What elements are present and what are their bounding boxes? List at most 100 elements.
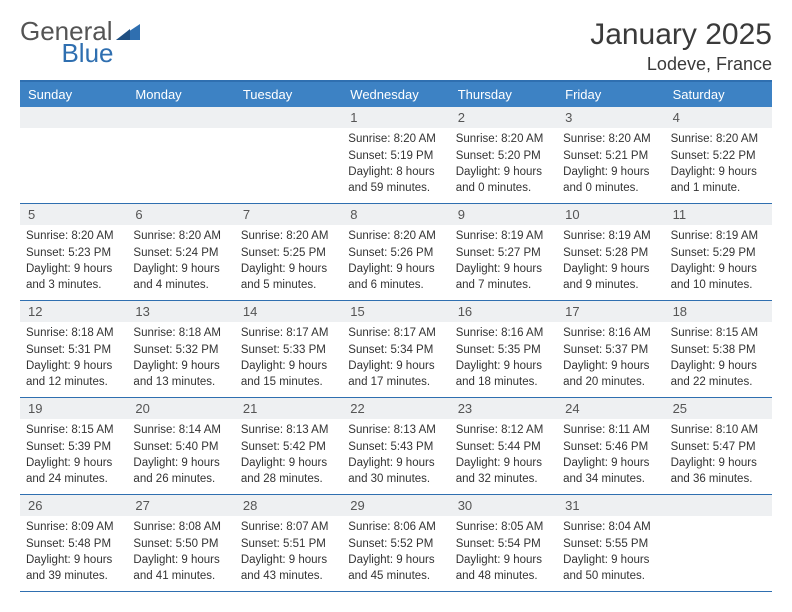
- sunset-line: Sunset: 5:54 PM: [456, 537, 551, 553]
- day-number: 1: [342, 107, 449, 128]
- day-cell: 16Sunrise: 8:16 AMSunset: 5:35 PMDayligh…: [450, 301, 557, 397]
- day-number-empty: [20, 107, 127, 128]
- week-row: 1Sunrise: 8:20 AMSunset: 5:19 PMDaylight…: [20, 107, 772, 204]
- daylight-line: Daylight: 9 hours and 12 minutes.: [26, 359, 121, 390]
- sunrise-line: Sunrise: 8:20 AM: [26, 229, 121, 245]
- sunset-line: Sunset: 5:28 PM: [563, 246, 658, 262]
- sunrise-line: Sunrise: 8:06 AM: [348, 520, 443, 536]
- daylight-line: Daylight: 9 hours and 34 minutes.: [563, 456, 658, 487]
- day-header: Wednesday: [342, 82, 449, 107]
- day-cell: 31Sunrise: 8:04 AMSunset: 5:55 PMDayligh…: [557, 495, 664, 591]
- day-data: Sunrise: 8:20 AMSunset: 5:23 PMDaylight:…: [26, 229, 121, 293]
- sunrise-line: Sunrise: 8:18 AM: [26, 326, 121, 342]
- day-header: Thursday: [450, 82, 557, 107]
- day-cell: 15Sunrise: 8:17 AMSunset: 5:34 PMDayligh…: [342, 301, 449, 397]
- week-row: 5Sunrise: 8:20 AMSunset: 5:23 PMDaylight…: [20, 204, 772, 301]
- daylight-line: Daylight: 9 hours and 30 minutes.: [348, 456, 443, 487]
- daylight-line: Daylight: 9 hours and 39 minutes.: [26, 553, 121, 584]
- sunrise-line: Sunrise: 8:20 AM: [456, 132, 551, 148]
- day-number: 21: [235, 398, 342, 419]
- sunset-line: Sunset: 5:37 PM: [563, 343, 658, 359]
- daylight-line: Daylight: 9 hours and 1 minute.: [671, 165, 766, 196]
- day-data: Sunrise: 8:20 AMSunset: 5:26 PMDaylight:…: [348, 229, 443, 293]
- day-data: Sunrise: 8:17 AMSunset: 5:34 PMDaylight:…: [348, 326, 443, 390]
- day-number: 24: [557, 398, 664, 419]
- day-cell: 6 Sunrise: 8:20 AMSunset: 5:24 PMDaylight…: [127, 204, 234, 300]
- daylight-line: Daylight: 9 hours and 7 minutes.: [456, 262, 551, 293]
- sunrise-line: Sunrise: 8:19 AM: [671, 229, 766, 245]
- day-data: Sunrise: 8:17 AMSunset: 5:33 PMDaylight:…: [241, 326, 336, 390]
- day-data: Sunrise: 8:16 AMSunset: 5:37 PMDaylight:…: [563, 326, 658, 390]
- daylight-line: Daylight: 9 hours and 5 minutes.: [241, 262, 336, 293]
- day-cell: 18Sunrise: 8:15 AMSunset: 5:38 PMDayligh…: [665, 301, 772, 397]
- week-row: 12Sunrise: 8:18 AMSunset: 5:31 PMDayligh…: [20, 301, 772, 398]
- sunrise-line: Sunrise: 8:20 AM: [133, 229, 228, 245]
- day-data: Sunrise: 8:20 AMSunset: 5:24 PMDaylight:…: [133, 229, 228, 293]
- sunrise-line: Sunrise: 8:08 AM: [133, 520, 228, 536]
- day-data: Sunrise: 8:20 AMSunset: 5:25 PMDaylight:…: [241, 229, 336, 293]
- sunrise-line: Sunrise: 8:05 AM: [456, 520, 551, 536]
- day-cell: 29Sunrise: 8:06 AMSunset: 5:52 PMDayligh…: [342, 495, 449, 591]
- day-number: 31: [557, 495, 664, 516]
- day-header: Monday: [127, 82, 234, 107]
- day-cell: 9Sunrise: 8:19 AMSunset: 5:27 PMDaylight…: [450, 204, 557, 300]
- day-cell: 21Sunrise: 8:13 AMSunset: 5:42 PMDayligh…: [235, 398, 342, 494]
- daylight-line: Daylight: 8 hours and 59 minutes.: [348, 165, 443, 196]
- day-cell: [127, 107, 234, 203]
- sunrise-line: Sunrise: 8:11 AM: [563, 423, 658, 439]
- daylight-line: Daylight: 9 hours and 36 minutes.: [671, 456, 766, 487]
- daylight-line: Daylight: 9 hours and 20 minutes.: [563, 359, 658, 390]
- sunset-line: Sunset: 5:38 PM: [671, 343, 766, 359]
- day-cell: 4Sunrise: 8:20 AMSunset: 5:22 PMDaylight…: [665, 107, 772, 203]
- sunset-line: Sunset: 5:47 PM: [671, 440, 766, 456]
- day-number: 4: [665, 107, 772, 128]
- daylight-line: Daylight: 9 hours and 17 minutes.: [348, 359, 443, 390]
- day-number: 17: [557, 301, 664, 322]
- daylight-line: Daylight: 9 hours and 10 minutes.: [671, 262, 766, 293]
- sunrise-line: Sunrise: 8:15 AM: [26, 423, 121, 439]
- sunrise-line: Sunrise: 8:16 AM: [456, 326, 551, 342]
- day-number: 2: [450, 107, 557, 128]
- sunset-line: Sunset: 5:39 PM: [26, 440, 121, 456]
- day-number: 29: [342, 495, 449, 516]
- sunrise-line: Sunrise: 8:15 AM: [671, 326, 766, 342]
- daylight-line: Daylight: 9 hours and 48 minutes.: [456, 553, 551, 584]
- day-cell: 22 Sunrise: 8:13 AMSunset: 5:43 PMDayligh…: [342, 398, 449, 494]
- day-data: Sunrise: 8:20 AMSunset: 5:19 PMDaylight:…: [348, 132, 443, 196]
- sunrise-line: Sunrise: 8:14 AM: [133, 423, 228, 439]
- sunrise-line: Sunrise: 8:13 AM: [348, 423, 443, 439]
- calendar: Sunday Monday Tuesday Wednesday Thursday…: [20, 80, 772, 592]
- day-cell: 14Sunrise: 8:17 AMSunset: 5:33 PMDayligh…: [235, 301, 342, 397]
- day-number: 8: [342, 204, 449, 225]
- sunrise-line: Sunrise: 8:17 AM: [348, 326, 443, 342]
- day-data: Sunrise: 8:15 AMSunset: 5:38 PMDaylight:…: [671, 326, 766, 390]
- day-data: Sunrise: 8:20 AMSunset: 5:21 PMDaylight:…: [563, 132, 658, 196]
- sunset-line: Sunset: 5:52 PM: [348, 537, 443, 553]
- daylight-line: Daylight: 9 hours and 6 minutes.: [348, 262, 443, 293]
- sunrise-line: Sunrise: 8:16 AM: [563, 326, 658, 342]
- day-data: Sunrise: 8:11 AMSunset: 5:46 PMDaylight:…: [563, 423, 658, 487]
- sunrise-line: Sunrise: 8:19 AM: [456, 229, 551, 245]
- day-number: 13: [127, 301, 234, 322]
- day-number: 22: [342, 398, 449, 419]
- sunset-line: Sunset: 5:44 PM: [456, 440, 551, 456]
- daylight-line: Daylight: 9 hours and 18 minutes.: [456, 359, 551, 390]
- day-header: Saturday: [665, 82, 772, 107]
- day-cell: 27Sunrise: 8:08 AMSunset: 5:50 PMDayligh…: [127, 495, 234, 591]
- sunrise-line: Sunrise: 8:19 AM: [563, 229, 658, 245]
- day-data: Sunrise: 8:19 AMSunset: 5:29 PMDaylight:…: [671, 229, 766, 293]
- sunset-line: Sunset: 5:43 PM: [348, 440, 443, 456]
- day-number: 6: [127, 204, 234, 225]
- day-data: Sunrise: 8:15 AMSunset: 5:39 PMDaylight:…: [26, 423, 121, 487]
- weeks: 1Sunrise: 8:20 AMSunset: 5:19 PMDaylight…: [20, 107, 772, 592]
- day-data: Sunrise: 8:19 AMSunset: 5:27 PMDaylight:…: [456, 229, 551, 293]
- sunset-line: Sunset: 5:34 PM: [348, 343, 443, 359]
- daylight-line: Daylight: 9 hours and 4 minutes.: [133, 262, 228, 293]
- sunset-line: Sunset: 5:19 PM: [348, 149, 443, 165]
- day-number: 19: [20, 398, 127, 419]
- sunset-line: Sunset: 5:35 PM: [456, 343, 551, 359]
- day-cell: 28Sunrise: 8:07 AMSunset: 5:51 PMDayligh…: [235, 495, 342, 591]
- daylight-line: Daylight: 9 hours and 28 minutes.: [241, 456, 336, 487]
- sunset-line: Sunset: 5:20 PM: [456, 149, 551, 165]
- sunset-line: Sunset: 5:32 PM: [133, 343, 228, 359]
